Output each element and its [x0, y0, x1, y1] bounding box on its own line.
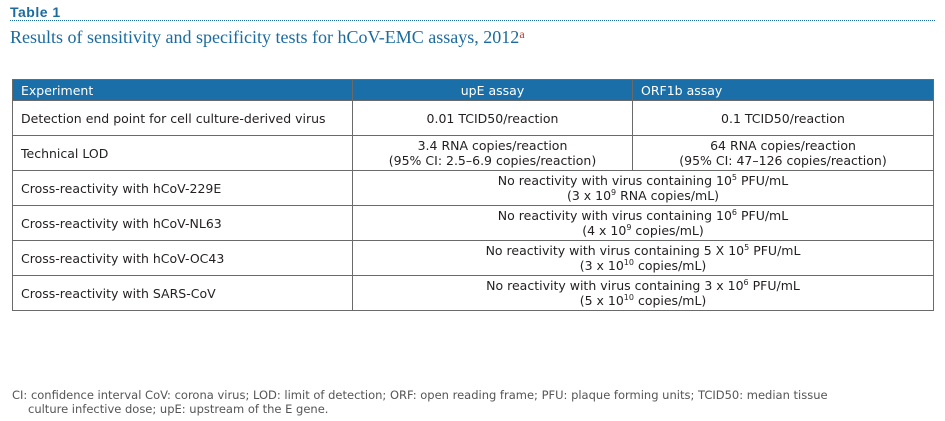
result-line-1: No reactivity with virus containing 5 X … [485, 243, 801, 258]
title-divider [10, 20, 935, 21]
result-line-2: (3 x 109 RNA copies/mL) [566, 188, 720, 203]
result-line-2: (3 x 1010 copies/mL) [579, 258, 707, 273]
column-header-experiment: Experiment [12, 79, 353, 101]
footnote-line-1: CI: confidence interval CoV: corona viru… [12, 388, 828, 402]
table-row: Cross-reactivity with SARS-CoV No reacti… [12, 275, 934, 311]
column-header-orf1b-assay: ORF1b assay [632, 79, 934, 101]
merged-result-cell: No reactivity with virus containing 3 x … [352, 275, 934, 311]
result-line-1: No reactivity with virus containing 106 … [497, 208, 789, 223]
experiment-cell: Cross-reactivity with hCoV-NL63 [12, 205, 353, 241]
caption-footnote-mark: a [519, 27, 525, 41]
result-line-1: No reactivity with virus containing 105 … [497, 173, 789, 188]
table-footnote: CI: confidence interval CoV: corona viru… [12, 388, 937, 416]
table-caption: Results of sensitivity and specificity t… [10, 27, 525, 48]
upe-value-line: 3.4 RNA copies/reaction [417, 138, 568, 153]
orf1b-cell: 64 RNA copies/reaction (95% CI: 47–126 c… [632, 135, 934, 171]
table-row: Cross-reactivity with hCoV-229E No react… [12, 170, 934, 206]
experiment-cell: Detection end point for cell culture-der… [12, 100, 353, 136]
upe-cell: 3.4 RNA copies/reaction (95% CI: 2.5–6.9… [352, 135, 633, 171]
merged-result-cell: No reactivity with virus containing 5 X … [352, 240, 934, 276]
table-label: Table 1 [10, 4, 61, 20]
footnote-line-2: culture infective dose; upE: upstream of… [28, 402, 329, 416]
result-line-2: (4 x 109 copies/mL) [582, 223, 704, 238]
experiment-cell: Cross-reactivity with SARS-CoV [12, 275, 353, 311]
orf1b-ci-line: (95% CI: 47–126 copies/reaction) [679, 153, 887, 168]
table-header-row: Experiment upE assay ORF1b assay [12, 79, 934, 101]
merged-result-cell: No reactivity with virus containing 105 … [352, 170, 934, 206]
table-row: Detection end point for cell culture-der… [12, 100, 934, 136]
experiment-cell: Cross-reactivity with hCoV-OC43 [12, 240, 353, 276]
results-table: Experiment upE assay ORF1b assay Detecti… [12, 79, 934, 311]
caption-text: Results of sensitivity and specificity t… [10, 27, 520, 47]
column-header-upe-assay: upE assay [352, 79, 633, 101]
upe-ci-line: (95% CI: 2.5–6.9 copies/reaction) [388, 153, 597, 168]
experiment-cell: Cross-reactivity with hCoV-229E [12, 170, 353, 206]
table-row: Cross-reactivity with hCoV-NL63 No react… [12, 205, 934, 241]
experiment-cell: Technical LOD [12, 135, 353, 171]
merged-result-cell: No reactivity with virus containing 106 … [352, 205, 934, 241]
upe-cell: 0.01 TCID50/reaction [352, 100, 633, 136]
result-line-1: No reactivity with virus containing 3 x … [486, 278, 800, 293]
table-row: Cross-reactivity with hCoV-OC43 No react… [12, 240, 934, 276]
table-row: Technical LOD 3.4 RNA copies/reaction (9… [12, 135, 934, 171]
orf1b-value-line: 64 RNA copies/reaction [710, 138, 856, 153]
result-line-2: (5 x 1010 copies/mL) [579, 293, 707, 308]
orf1b-cell: 0.1 TCID50/reaction [632, 100, 934, 136]
